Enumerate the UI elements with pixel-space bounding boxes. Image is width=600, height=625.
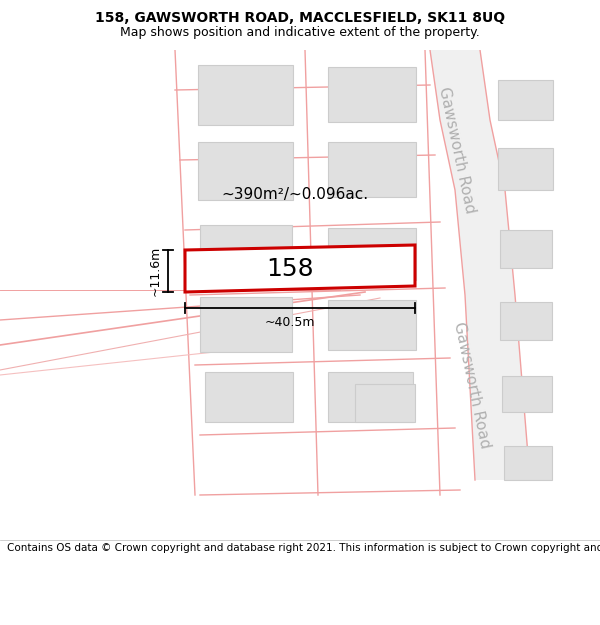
Polygon shape	[185, 245, 415, 292]
Text: Gawsworth Road: Gawsworth Road	[436, 86, 478, 214]
Polygon shape	[430, 50, 530, 480]
Bar	[198, 65, 293, 125]
Text: Gawsworth Road: Gawsworth Road	[451, 321, 493, 449]
Text: Contains OS data © Crown copyright and database right 2021. This information is : Contains OS data © Crown copyright and d…	[7, 542, 600, 552]
Bar	[328, 228, 416, 280]
Text: ~40.5m: ~40.5m	[265, 316, 315, 329]
Text: ~390m²/~0.096ac.: ~390m²/~0.096ac.	[221, 188, 368, 202]
Bar	[500, 230, 552, 268]
Text: 158, GAWSWORTH ROAD, MACCLESFIELD, SK11 8UQ: 158, GAWSWORTH ROAD, MACCLESFIELD, SK11 …	[95, 11, 505, 25]
Text: 158: 158	[266, 256, 314, 281]
Bar	[328, 300, 416, 350]
Bar	[498, 80, 553, 120]
Bar	[355, 384, 415, 422]
Bar	[500, 302, 552, 340]
Bar	[205, 372, 293, 422]
Bar	[502, 376, 552, 412]
Bar	[198, 142, 293, 200]
Bar	[200, 297, 292, 352]
Bar	[504, 446, 552, 480]
Text: ~11.6m: ~11.6m	[149, 246, 162, 296]
Bar	[328, 67, 416, 122]
Bar	[328, 372, 413, 422]
Text: Map shows position and indicative extent of the property.: Map shows position and indicative extent…	[120, 26, 480, 39]
Bar	[200, 225, 292, 280]
Bar	[498, 148, 553, 190]
Bar	[328, 142, 416, 197]
